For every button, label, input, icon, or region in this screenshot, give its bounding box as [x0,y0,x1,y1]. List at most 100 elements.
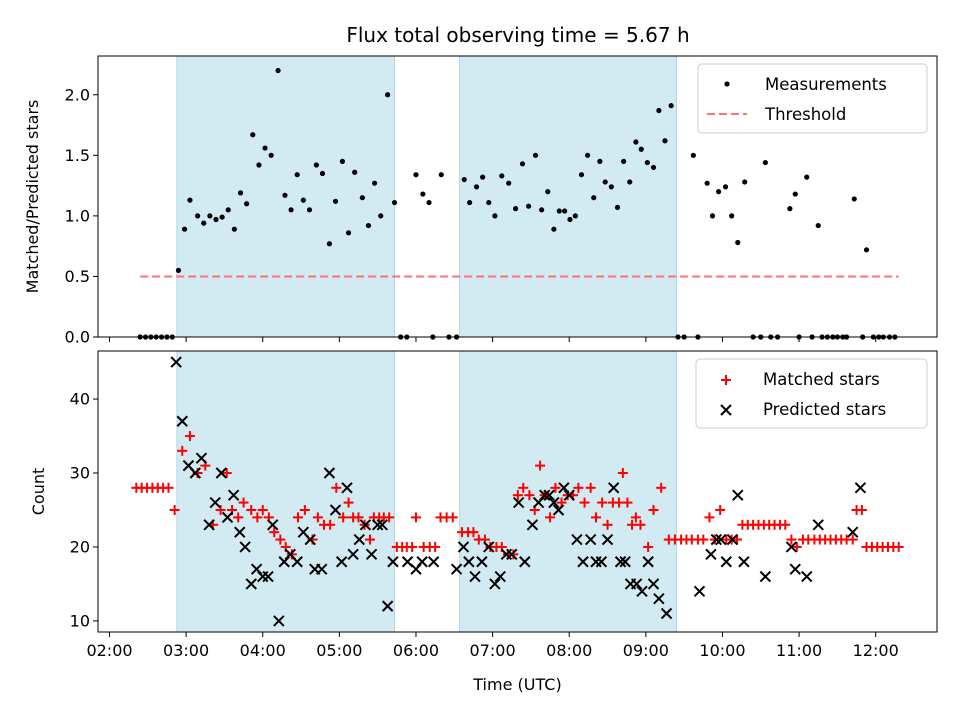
predicted-star-point [227,489,240,501]
measurement-point [545,189,551,195]
matched-star-point [331,482,342,493]
x-tick-label: 10:00 [699,641,745,660]
matched-star-point [246,504,257,515]
predicted-star-point [262,570,274,583]
x-tick-label: 12:00 [853,641,899,660]
predicted-star-point [245,578,257,590]
predicted-star-point [387,556,399,568]
measurement-point [231,226,237,232]
measurement-point [201,220,207,226]
predicted-star-point [359,519,372,531]
predicted-star-point [376,519,388,531]
predicted-star-point [789,563,801,575]
matched-star-point [163,482,174,493]
predicted-star-point [759,570,772,583]
matched-star-point [786,534,797,545]
matched-star-point [269,527,280,538]
predicted-star-point [215,467,228,479]
measurement-point [275,67,281,74]
measurement-point [539,207,545,213]
measurement-point [385,92,391,98]
bottom-x-axis-ticks: 02:00 03:00 04:00 05:00 06:00 07:00 08:00 09:00… [86,632,899,660]
measurement-point [480,174,486,180]
measurement-point [792,191,798,197]
predicted-star-point [506,548,518,561]
measurement-point [175,267,182,273]
predicted-star-point [630,578,643,590]
measurement-point [704,180,710,186]
legend-box [695,358,928,429]
measurement-point [219,214,225,220]
matched-star-point [622,497,633,508]
predicted-star-point [427,556,440,568]
bottom-plot-frame [97,350,938,633]
measurement-point [262,145,268,151]
measurement-point [461,176,467,183]
measurement-point [225,207,231,213]
predicted-star-point [552,504,565,516]
measurement-point [294,172,300,178]
matched-star-point [365,534,376,545]
measurement-point [268,152,274,158]
matched-star-point [325,519,336,530]
predicted-star-point [371,519,384,531]
x-axis-label: Time (UTC) [472,675,561,694]
predicted-star-point [176,415,188,427]
top-y-axis-label: Matched/Predicted stars [23,100,42,294]
matched-star-point [384,512,395,523]
predicted-star-point [329,504,342,516]
measurement-point [467,199,473,206]
shaded-interval-1 [176,350,396,633]
predicted-star-point [558,482,570,494]
predicted-star-point [732,489,744,501]
predicted-star-point [512,496,525,509]
measurement-point [608,184,614,190]
predicted-star-point [476,556,488,568]
matched-star-point [447,512,458,523]
predicted-star-point [189,467,202,479]
matched-star-point [430,541,441,552]
measurement-point [359,195,365,201]
predicted-star-point [316,563,328,575]
predicted-star-point [323,467,336,479]
measurement-point [572,213,578,219]
predicted-star-point [341,482,353,494]
y-tick-label: 0.5 [65,267,90,286]
matched-star-point [233,512,244,523]
x-tick-label: 03:00 [163,641,209,660]
measurement-point [181,226,188,232]
measurement-point [656,107,662,114]
measurement-point [207,213,213,219]
measurement-point [391,199,398,206]
matched-star-point [343,497,354,508]
matched-star-point [591,512,602,523]
matched-star-point [602,519,613,530]
bottom-legend: Matched stars Predicted stars [695,358,928,429]
measurement-point [372,180,378,186]
matched-star-point [252,512,263,523]
matched-star-point [299,504,310,515]
legend-x-marker [720,404,732,416]
shaded-interval-2 [459,55,677,338]
measurement-point [526,203,532,209]
measurement-point [512,206,519,212]
measurement-point [709,213,716,219]
y-tick-label: 10 [70,611,90,630]
measurement-point [716,189,722,195]
matched-star-point [627,519,638,530]
matched-star-point [338,512,349,523]
measurement-point [863,247,870,253]
measurement-point [627,179,633,185]
predicted-star-point [450,563,463,575]
predicted-star-point [304,533,316,546]
measurement-point [313,162,319,168]
measurement-point [282,192,288,198]
predicted-star-point [847,526,859,538]
matched-star-point [257,504,268,515]
top-legend: Measurements Threshold [697,63,928,134]
y-tick-label: 0.0 [65,328,90,347]
measurement-point [621,158,627,164]
measurement-point [815,222,821,229]
predicted-star-point [239,541,251,553]
